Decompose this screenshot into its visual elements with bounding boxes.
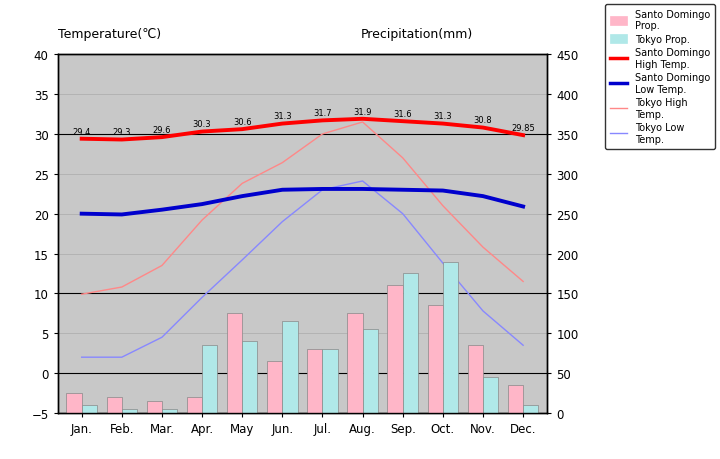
Text: 31.3: 31.3 (273, 112, 292, 121)
Text: 31.7: 31.7 (313, 109, 332, 118)
Bar (468, 346, 483, 413)
Text: 29.85: 29.85 (511, 123, 535, 133)
Text: 31.6: 31.6 (393, 110, 412, 119)
Text: 29.4: 29.4 (73, 127, 91, 136)
Bar (122, 409, 137, 413)
Bar (443, 262, 458, 413)
Text: Temperature(℃): Temperature(℃) (58, 28, 161, 41)
Bar (307, 349, 323, 413)
Bar (202, 346, 217, 413)
Bar (186, 397, 202, 413)
Bar (387, 286, 402, 413)
Bar (428, 306, 443, 413)
Bar (363, 330, 378, 413)
Bar (66, 393, 81, 413)
Text: 31.3: 31.3 (433, 112, 452, 121)
Bar (162, 409, 177, 413)
Bar (227, 313, 242, 413)
Text: Precipitation(mm): Precipitation(mm) (361, 28, 474, 41)
Bar (242, 341, 258, 413)
Bar (508, 385, 523, 413)
Bar (282, 322, 297, 413)
Bar (147, 401, 162, 413)
Bar (323, 349, 338, 413)
Bar (81, 405, 97, 413)
Bar (402, 274, 418, 413)
Text: 30.6: 30.6 (233, 118, 251, 127)
Text: 29.3: 29.3 (112, 128, 131, 137)
Bar (267, 361, 282, 413)
Text: 31.9: 31.9 (354, 107, 372, 116)
Text: 30.8: 30.8 (474, 116, 492, 125)
Text: 30.3: 30.3 (193, 120, 212, 129)
Bar (107, 397, 122, 413)
Bar (483, 377, 498, 413)
Bar (347, 313, 363, 413)
Legend: Santo Domingo
Prop., Tokyo Prop., Santo Domingo
High Temp., Santo Domingo
Low Te: Santo Domingo Prop., Tokyo Prop., Santo … (605, 5, 715, 149)
Bar (523, 405, 539, 413)
Text: 29.6: 29.6 (153, 126, 171, 134)
